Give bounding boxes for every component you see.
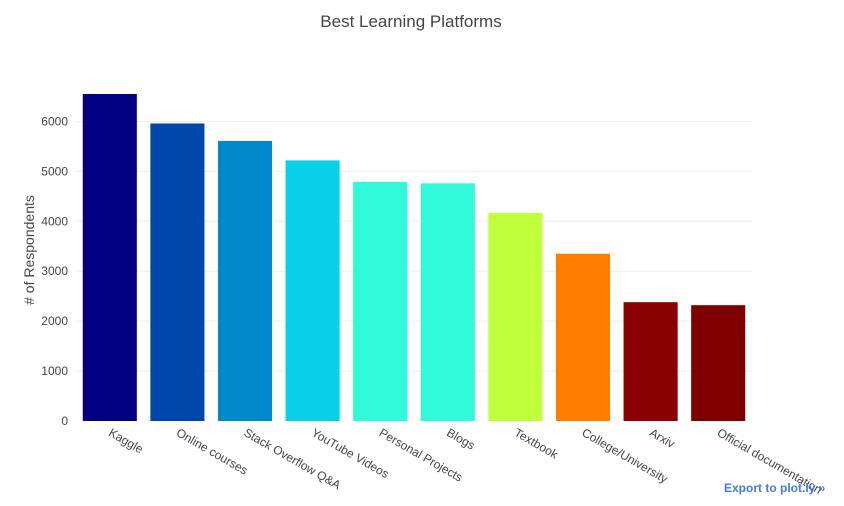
bar-arxiv: [623, 302, 678, 421]
chart-title: Best Learning Platforms: [320, 12, 501, 31]
y-axis-label: # of Respondents: [21, 195, 37, 305]
x-tick-label: Kaggle: [106, 425, 146, 456]
x-tick-label: Textbook: [512, 425, 561, 462]
y-tick-label: 1000: [41, 364, 68, 378]
export-link[interactable]: Export to plot.ly »: [724, 481, 826, 495]
y-axis-ticks: 0 1000 2000 3000 4000 5000 6000: [41, 114, 68, 428]
bar-kaggle: [82, 94, 137, 421]
bars: [82, 94, 746, 422]
y-tick-label: 4000: [41, 214, 68, 228]
bar-college-university: [555, 253, 611, 421]
y-tick-label: 0: [61, 414, 68, 428]
bar-textbook: [488, 212, 543, 421]
bar-blogs: [420, 183, 475, 421]
bar-stack-overflow-q-a: [217, 140, 273, 422]
y-tick-label: 6000: [41, 114, 68, 128]
x-tick-label: Online courses: [174, 425, 250, 477]
y-tick-label: 3000: [41, 264, 68, 278]
bar-personal-projects: [353, 181, 408, 421]
bar-official-documentation: [691, 305, 746, 421]
bar-youtube-videos: [285, 160, 340, 421]
y-tick-label: 2000: [41, 314, 68, 328]
x-tick-label: Arxiv: [647, 425, 677, 450]
x-tick-label: Blogs: [444, 425, 477, 452]
y-tick-label: 5000: [41, 164, 68, 178]
bar-online-courses: [150, 123, 205, 422]
